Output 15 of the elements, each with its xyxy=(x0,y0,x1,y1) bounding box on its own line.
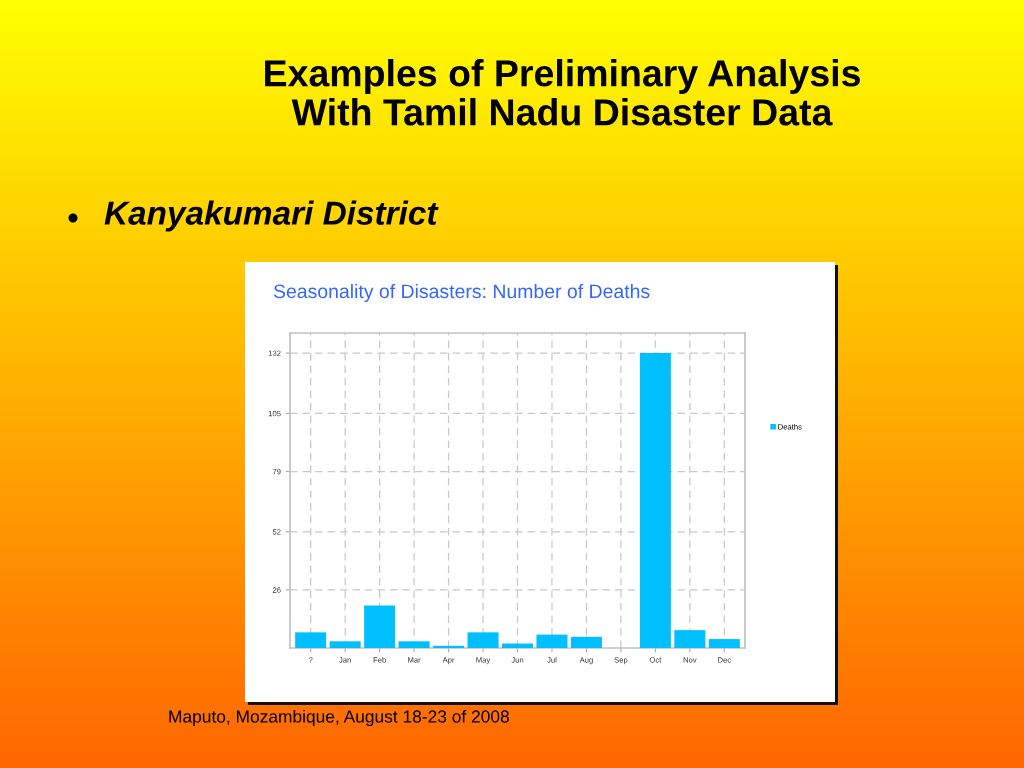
bar xyxy=(329,641,361,648)
bar xyxy=(536,634,568,648)
bar xyxy=(433,645,465,648)
bar xyxy=(708,639,740,648)
chart-subtitle: Kanyakumari District xyxy=(104,200,439,232)
chart-title: Seasonality of Disasters: Number of Deaths xyxy=(273,283,650,303)
bar xyxy=(570,636,602,648)
text: Examples of Preliminary Analysis With Tamil Nadu Disaster Data xyxy=(265,59,860,126)
bar xyxy=(467,632,499,648)
bar xyxy=(364,605,396,648)
text: Maputo, Mozambique, August 18-23 of 2008 xyxy=(169,709,509,727)
bar xyxy=(398,641,430,648)
bar xyxy=(639,353,671,648)
bar xyxy=(295,632,327,648)
bar xyxy=(674,630,706,648)
